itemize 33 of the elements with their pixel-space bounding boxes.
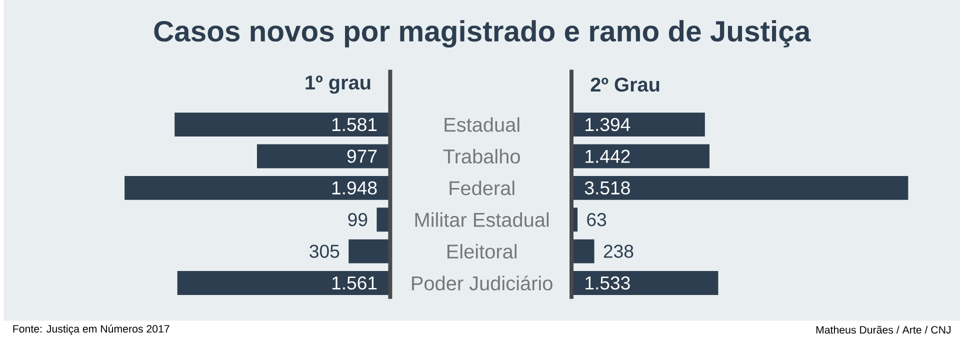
bar <box>572 239 594 264</box>
y-tick-label: Estadual <box>444 117 520 132</box>
data-label: 63 <box>587 212 606 226</box>
data-label: 1.948 <box>332 181 377 194</box>
data-label: 3.518 <box>584 181 630 194</box>
bar <box>572 176 908 200</box>
data-label: 305 <box>310 244 340 258</box>
data-label: 977 <box>347 150 377 163</box>
data-label: 1.533 <box>586 276 630 290</box>
bar <box>572 112 705 136</box>
bar <box>348 239 390 264</box>
text: Matheus Durães / Arte / CNJ <box>816 326 951 334</box>
bar <box>256 144 390 168</box>
data-label: 1.561 <box>332 276 377 290</box>
y-tick-label: Poder Judiciário <box>412 275 552 290</box>
data-label: 238 <box>604 244 634 258</box>
data-label: 1.442 <box>586 150 630 163</box>
source-note: Fonte: Justiça em Números 2017 <box>13 324 170 335</box>
text: Casos novos por magistrado e ramo de Justiça <box>154 20 811 48</box>
x-axis-title: 1º grau <box>306 76 370 94</box>
data-label: 99 <box>348 212 368 226</box>
data-label: 1.394 <box>586 118 630 132</box>
bar <box>572 144 710 168</box>
y-tick-label: Eleitoral <box>447 244 516 259</box>
data-label: 1.581 <box>332 118 377 132</box>
bar <box>177 270 390 295</box>
bar <box>174 112 390 136</box>
y-tick-label: Federal <box>450 180 514 196</box>
bar <box>124 176 390 200</box>
y-tick-label: Militar Estadual <box>415 212 549 227</box>
x-axis-title: 2º Grau <box>590 77 660 92</box>
y-tick-label: Trabalho <box>443 148 520 164</box>
bar <box>572 270 718 295</box>
